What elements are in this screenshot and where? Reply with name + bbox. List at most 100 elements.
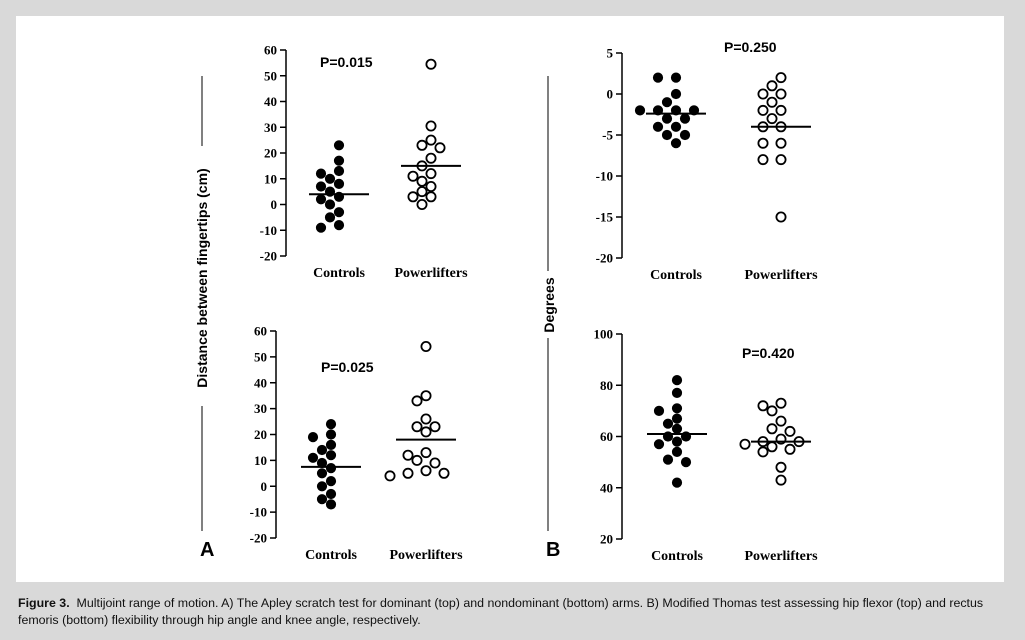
- panel-label-b: B: [546, 539, 560, 561]
- powerlifters-point: [766, 423, 778, 435]
- controls-point: [652, 121, 664, 132]
- controls-point: [670, 121, 682, 132]
- powerlifters-point: [425, 191, 437, 203]
- powerlifters-point: [407, 170, 419, 182]
- panel-label-a: A: [200, 539, 214, 561]
- controls-point: [316, 494, 328, 505]
- controls-point: [333, 140, 345, 151]
- powerlifters-point: [775, 88, 787, 100]
- y-tick-label: 20: [264, 146, 277, 161]
- controls-point: [316, 444, 328, 456]
- y-tick-label: -10: [260, 223, 277, 238]
- controls-point: [324, 199, 336, 210]
- category-label: Powerlifters: [389, 548, 463, 563]
- y-tick-label: 0: [271, 197, 278, 212]
- powerlifters-point: [775, 397, 787, 409]
- controls-point: [325, 476, 337, 487]
- y-tick-label: 40: [264, 94, 277, 109]
- controls-point: [670, 72, 682, 83]
- powerlifters-point: [425, 120, 437, 132]
- powerlifters-point: [420, 426, 432, 438]
- controls-point: [661, 97, 673, 108]
- powerlifters-point: [425, 168, 437, 180]
- powerlifters-point: [784, 425, 796, 437]
- powerlifters-point: [766, 405, 778, 417]
- controls-point: [680, 457, 692, 468]
- category-label: Powerlifters: [744, 268, 818, 283]
- controls-point: [671, 403, 683, 414]
- powerlifters-point: [775, 104, 787, 116]
- controls-point: [307, 432, 319, 443]
- controls-point: [653, 405, 665, 416]
- controls-point: [325, 419, 337, 430]
- controls-point: [653, 439, 665, 450]
- controls-point: [671, 375, 683, 386]
- powerlifters-point: [775, 211, 787, 223]
- powerlifters-point: [775, 474, 787, 486]
- powerlifters-point: [411, 421, 423, 433]
- powerlifters-point: [775, 137, 787, 149]
- caption-label: Figure 3.: [18, 596, 70, 610]
- controls-point: [671, 387, 683, 398]
- controls-point: [671, 436, 683, 447]
- y-tick-label: 60: [264, 43, 277, 58]
- y-tick-label: -20: [250, 531, 267, 546]
- powerlifters-point: [438, 467, 450, 479]
- powerlifters-point: [775, 415, 787, 427]
- controls-point: [333, 165, 345, 177]
- caption-bar: Figure 3. Multijoint range of motion. A)…: [0, 587, 1025, 640]
- controls-point: [679, 129, 691, 141]
- powerlifters-point: [739, 438, 751, 450]
- controls-point: [325, 463, 337, 474]
- powerlifters-point: [411, 395, 423, 407]
- chart-b-top: -20 -15 -10 -5 0 5 Controls Powerlifters P=0.250: [596, 39, 818, 283]
- powerlifters-point: [420, 390, 432, 402]
- y-tick-label: -15: [596, 210, 614, 225]
- controls-point: [325, 429, 337, 440]
- y-tick-label: 50: [254, 349, 267, 364]
- controls-point: [679, 113, 691, 124]
- p-value-label: P=0.025: [321, 359, 374, 375]
- powerlifters-point: [411, 454, 423, 466]
- y-tick-label: 0: [607, 87, 614, 102]
- category-label: Controls: [305, 548, 357, 563]
- y-tick-label: 40: [600, 480, 613, 495]
- controls-point: [333, 155, 345, 166]
- powerlifters-point: [766, 80, 778, 92]
- y-tick-label: 60: [254, 324, 267, 339]
- powerlifters-point: [766, 96, 778, 108]
- controls-point: [670, 88, 682, 100]
- controls-point: [671, 446, 683, 457]
- powerlifters-point: [416, 139, 428, 151]
- y-tick-label: -10: [250, 505, 267, 520]
- powerlifters-point: [420, 340, 432, 352]
- p-value-label: P=0.420: [742, 345, 795, 361]
- controls-point: [634, 105, 646, 116]
- figure-svg: Distance between fingertips (cm) Degrees…: [194, 39, 818, 564]
- powerlifters-point: [429, 421, 441, 433]
- category-label: Powerlifters: [394, 266, 468, 281]
- powerlifters-point: [757, 104, 769, 116]
- powerlifters-point: [416, 175, 428, 187]
- controls-point: [316, 481, 328, 492]
- powerlifters-point: [757, 137, 769, 149]
- controls-point: [671, 413, 683, 424]
- category-label: Powerlifters: [744, 549, 818, 564]
- y-tick-label: -20: [260, 249, 277, 264]
- y-tick-label: -10: [596, 169, 613, 184]
- p-value-label: P=0.250: [724, 39, 777, 55]
- powerlifters-point: [407, 191, 419, 203]
- powerlifters-point: [429, 457, 441, 469]
- controls-point: [315, 168, 327, 179]
- powerlifters-point: [775, 72, 787, 84]
- powerlifters-point: [757, 446, 769, 458]
- powerlifters-point: [784, 443, 796, 455]
- ylabel-left: Distance between fingertips (cm): [194, 168, 210, 387]
- powerlifters-point: [425, 152, 437, 164]
- powerlifters-point: [402, 449, 414, 461]
- y-tick-label: 80: [600, 378, 613, 393]
- powerlifters-point: [425, 134, 437, 146]
- powerlifters-point: [420, 465, 432, 477]
- controls-point: [670, 138, 682, 149]
